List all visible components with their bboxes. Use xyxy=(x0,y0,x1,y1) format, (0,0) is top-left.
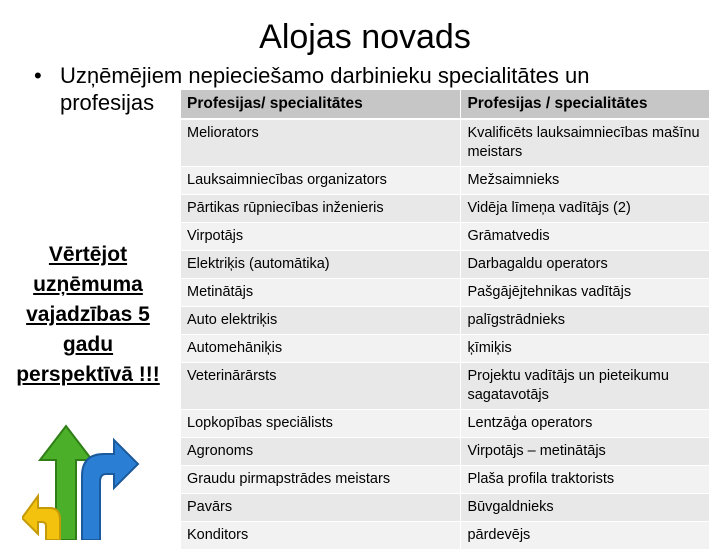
table-cell: Kvalificēts lauksaimniecības mašīnu meis… xyxy=(460,118,710,167)
table-cell: Metinātājs xyxy=(179,278,462,307)
side-note: Vērtējot uzņēmuma vajadzības 5 gadu pers… xyxy=(4,240,172,390)
table-cell: Vidēja līmeņa vadītājs (2) xyxy=(460,194,710,223)
table-cell: Agronoms xyxy=(179,437,462,466)
table-cell: Pārtikas rūpniecības inženieris xyxy=(179,194,462,223)
table-cell: Elektriķis (automātika) xyxy=(179,250,462,279)
table-cell: palīgstrādnieks xyxy=(460,306,710,335)
table-cell: Meliorators xyxy=(179,118,462,167)
bullet-dot: • xyxy=(34,63,42,88)
table-row: Veterinārārsts Projektu vadītājs un piet… xyxy=(179,362,710,410)
green-arrow-shape xyxy=(37,424,95,540)
yellow-arrow-shape xyxy=(22,492,61,540)
table-row: Lopkopības speciālists Lentzāģa operator… xyxy=(179,409,710,438)
table-cell: Graudu pirmapstrādes meistars xyxy=(179,465,462,494)
bullet-line-2: profesijas xyxy=(60,90,155,115)
table-row: Meliorators Kvalificēts lauksaimniecības… xyxy=(179,118,710,167)
table-cell: Pašgājējtehnikas vadītājs xyxy=(460,278,710,307)
table-cell: Automehāniķis xyxy=(179,334,462,363)
side-note-line: perspektīvā !!! xyxy=(16,363,160,386)
table-row: Auto elektriķis palīgstrādnieks xyxy=(179,306,710,335)
table-cell: Lauksaimniecības organizators xyxy=(179,166,462,195)
table-row: Metinātājs Pašgājējtehnikas vadītājs xyxy=(179,278,710,307)
table-cell: pārdevējs xyxy=(460,521,710,550)
table-row: Lauksaimniecības organizators Mežsaimnie… xyxy=(179,166,710,195)
professions-table: Profesijas/ specialitātes Profesijas / s… xyxy=(179,89,710,550)
table-cell: Darbagaldu operators xyxy=(460,250,710,279)
column-header: Profesijas / specialitātes xyxy=(460,89,710,120)
table-cell: Virpotājs – metinātājs xyxy=(460,437,710,466)
table-row: Pavārs Būvgaldnieks xyxy=(179,493,710,522)
column-header: Profesijas/ specialitātes xyxy=(179,89,462,120)
bullet-text: • Uzņēmējiem nepieciešamo darbinieku spec… xyxy=(34,62,590,116)
table-cell: Virpotājs xyxy=(179,222,462,251)
table-cell: Lentzāģa operators xyxy=(460,409,710,438)
table-cell: Mežsaimnieks xyxy=(460,166,710,195)
side-note-line: uzņēmuma xyxy=(33,273,143,296)
table-row: Graudu pirmapstrādes meistars Plaša prof… xyxy=(179,465,710,494)
table-cell: Pavārs xyxy=(179,493,462,522)
side-note-line: Vērtējot xyxy=(48,243,128,266)
side-note-line: vajadzības 5 xyxy=(26,303,150,326)
table-cell: Grāmatvedis xyxy=(460,222,710,251)
table-cell: Plaša profila traktorists xyxy=(460,465,710,494)
table-cell: Auto elektriķis xyxy=(179,306,462,335)
side-note-line: gadu xyxy=(62,333,114,356)
blue-arrow-shape xyxy=(81,437,140,540)
table-row: Automehāniķis ķīmiķis xyxy=(179,334,710,363)
table-row: Agronoms Virpotājs – metinātājs xyxy=(179,437,710,466)
table-cell: Projektu vadītājs un pieteikumu sagatavo… xyxy=(460,362,710,410)
table-header-row: Profesijas/ specialitātes Profesijas / s… xyxy=(179,89,710,120)
table-row: Elektriķis (automātika) Darbagaldu opera… xyxy=(179,250,710,279)
arrows-graphic xyxy=(22,424,140,540)
table-cell: Veterinārārsts xyxy=(179,362,462,410)
slide-title: Alojas novads xyxy=(259,18,471,56)
table-cell: ķīmiķis xyxy=(460,334,710,363)
table-row: Pārtikas rūpniecības inženieris Vidēja l… xyxy=(179,194,710,223)
table-cell: Būvgaldnieks xyxy=(460,493,710,522)
bullet-line-1: Uzņēmējiem nepieciešamo darbinieku speci… xyxy=(60,63,590,88)
table-cell: Lopkopības speciālists xyxy=(179,409,462,438)
table-cell: Konditors xyxy=(179,521,462,550)
table-row: Virpotājs Grāmatvedis xyxy=(179,222,710,251)
table-row: Konditors pārdevējs xyxy=(179,521,710,550)
